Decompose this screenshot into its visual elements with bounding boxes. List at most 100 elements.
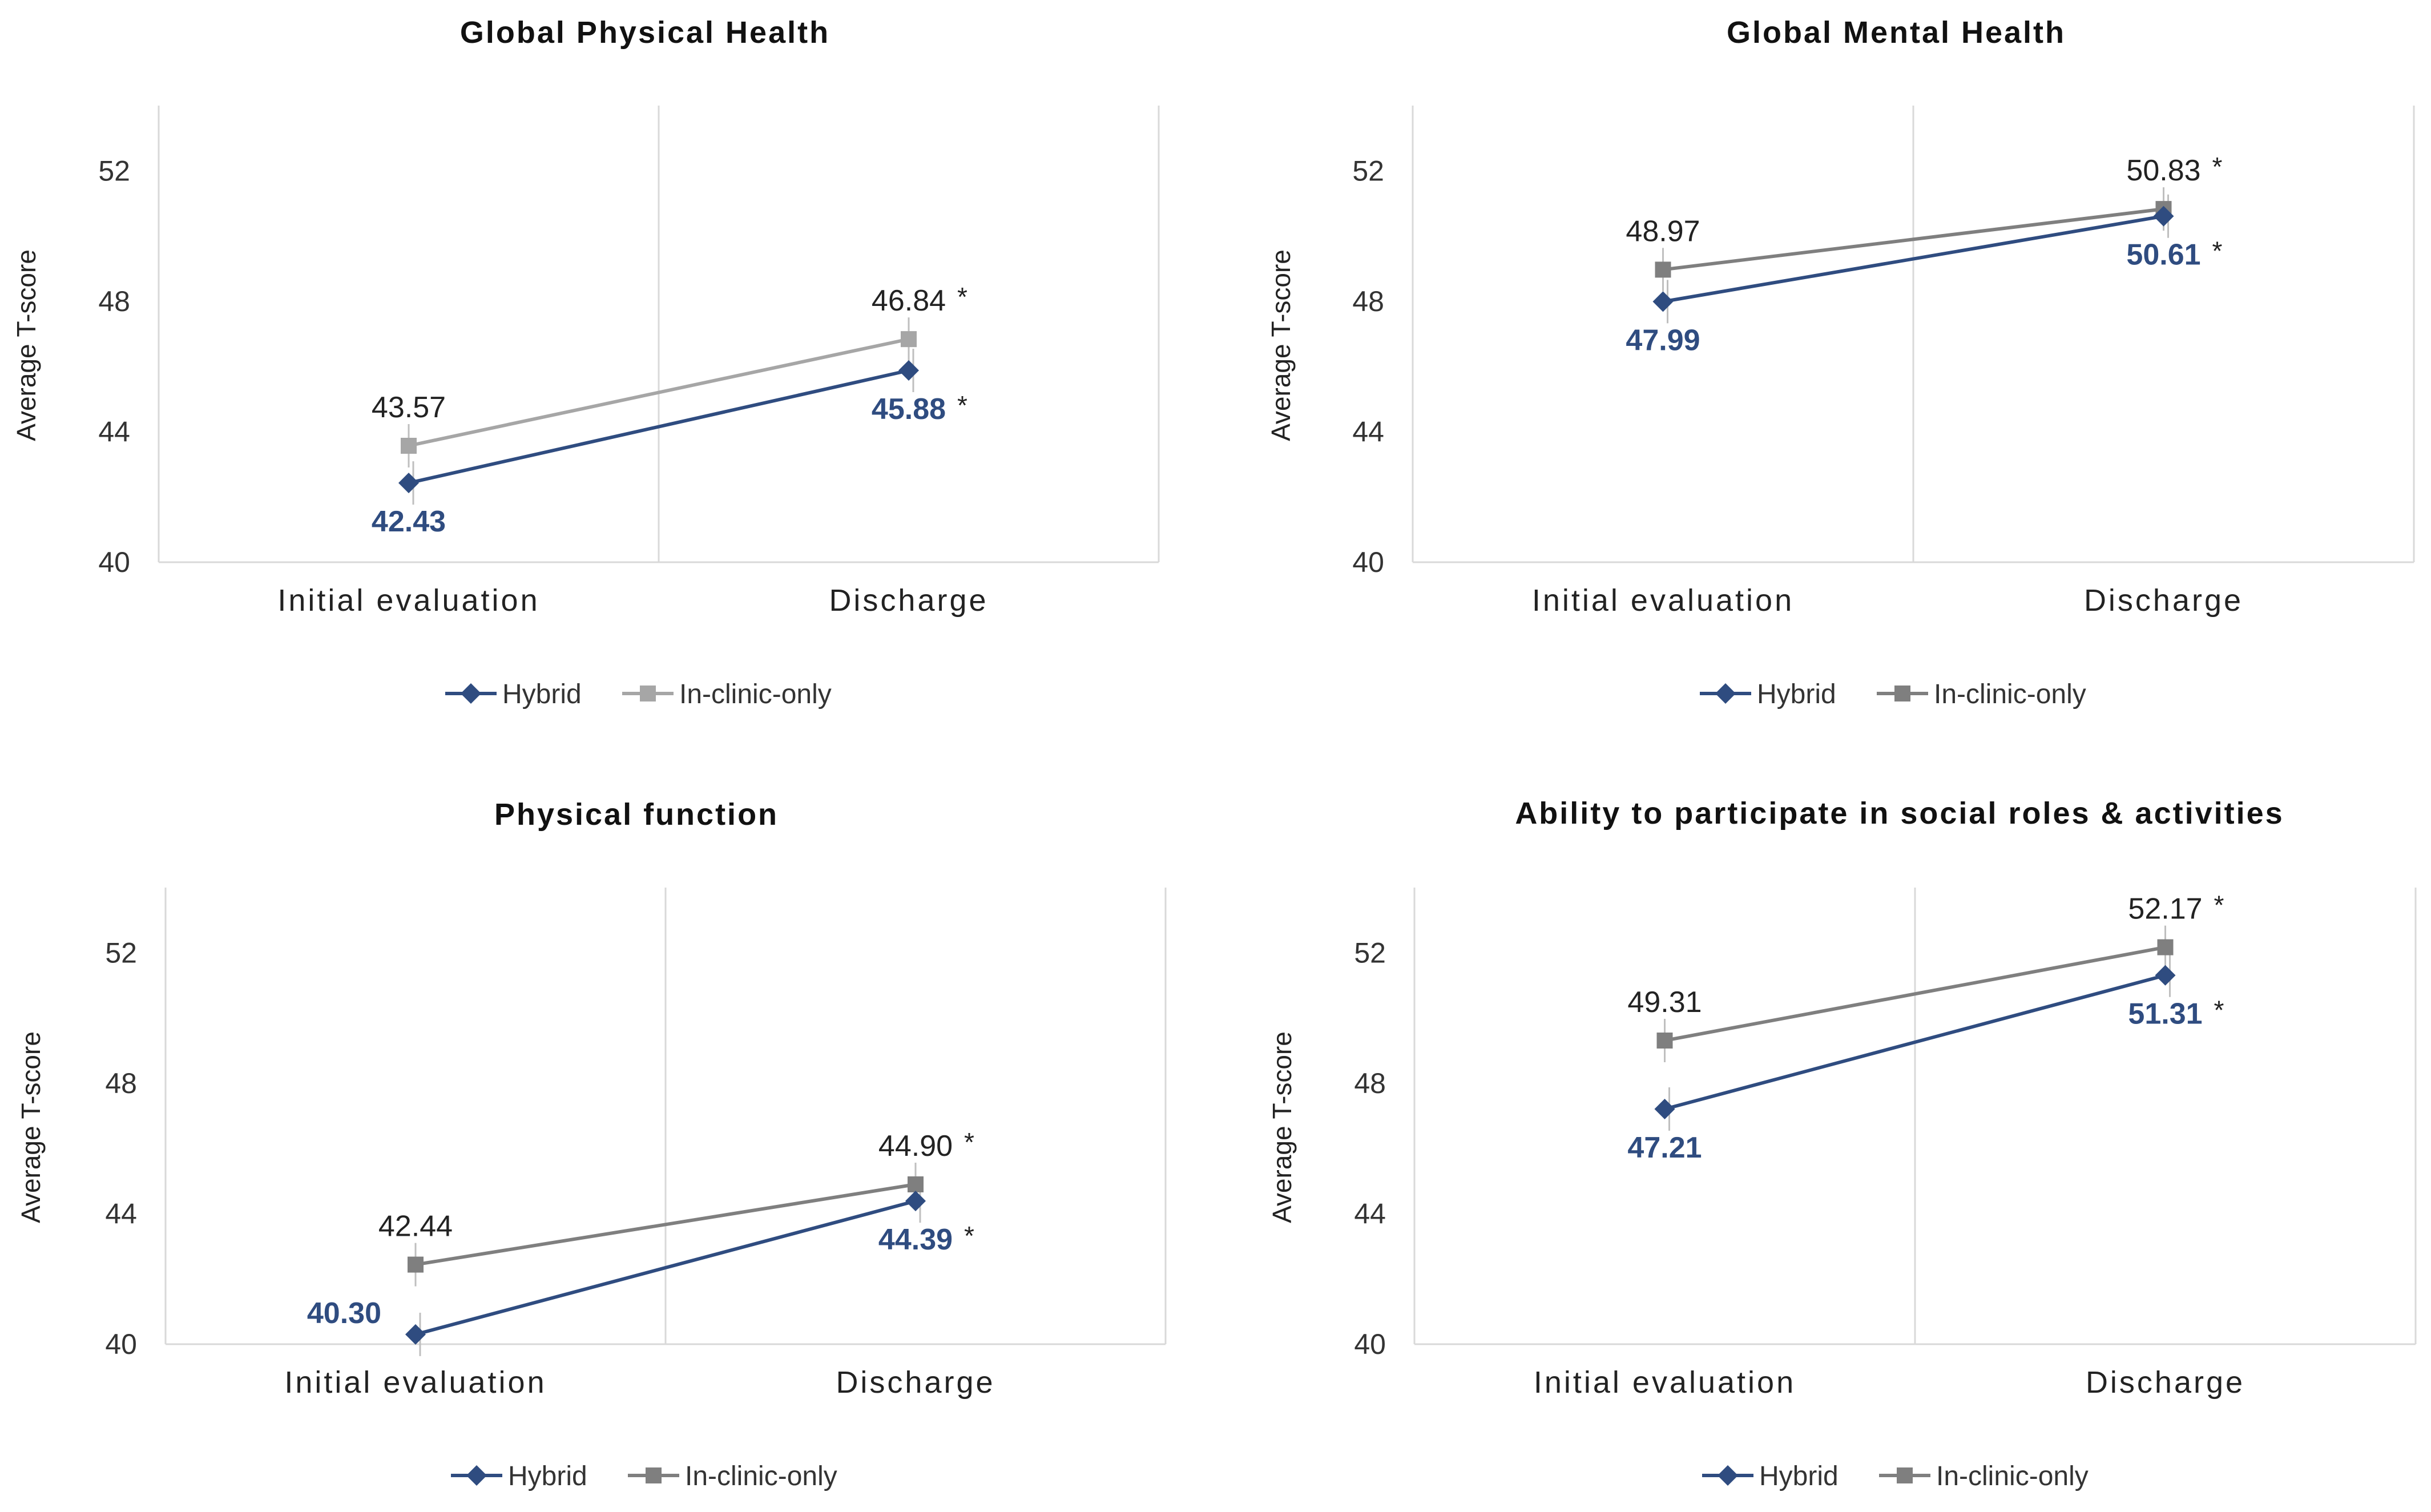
legend: Hybrid In-clinic-only xyxy=(1702,1461,2089,1491)
x-category-label: Initial evaluation xyxy=(277,583,539,618)
significance-star: * xyxy=(957,282,967,312)
series-line-hybrid xyxy=(408,369,909,485)
point-in-clinic xyxy=(901,331,917,348)
legend-label-in-clinic: In-clinic-only xyxy=(1936,1461,2089,1491)
legend-label-in-clinic: In-clinic-only xyxy=(679,679,832,709)
x-category-label: Discharge xyxy=(2086,1365,2245,1400)
y-tick-label: 52 xyxy=(105,937,137,969)
point-hybrid xyxy=(398,473,419,494)
x-category-label: Initial evaluation xyxy=(1534,1365,1796,1400)
y-tick-label: 40 xyxy=(98,546,130,578)
y-tick-label: 48 xyxy=(98,285,130,317)
point-hybrid xyxy=(405,1324,426,1345)
legend-marker-in-clinic xyxy=(646,1467,662,1483)
legend-marker-in-clinic xyxy=(1897,1467,1913,1483)
y-tick-label: 44 xyxy=(105,1197,137,1229)
point-in-clinic xyxy=(408,1256,424,1273)
series-line-in-clinic xyxy=(408,337,909,447)
chart-panel-3: Physical function Average T-score 40 44 48 52… xyxy=(16,797,1167,1491)
x-category-label: Discharge xyxy=(829,583,988,618)
x-category-label: Initial evaluation xyxy=(1532,583,1794,618)
data-label-hybrid: 51.31 xyxy=(2128,998,2202,1031)
point-hybrid xyxy=(905,1191,926,1212)
point-in-clinic xyxy=(2157,939,2174,955)
y-tick-label: 40 xyxy=(1352,546,1384,578)
significance-star: * xyxy=(964,1221,974,1251)
data-label-in-clinic: 42.44 xyxy=(378,1210,453,1243)
x-category-label: Discharge xyxy=(2084,583,2243,618)
chart-panel-2: Global Mental Health Average T-score 40 44 4… xyxy=(1266,15,2415,709)
legend-marker-hybrid xyxy=(1718,1465,1738,1486)
legend-label-hybrid: Hybrid xyxy=(502,679,582,709)
legend-marker-hybrid xyxy=(1715,683,1736,704)
point-hybrid xyxy=(2153,205,2174,227)
point-in-clinic xyxy=(1655,261,1671,278)
y-axis-label: Average T-score xyxy=(11,249,41,441)
data-label-hybrid: 47.99 xyxy=(1626,324,1700,357)
y-tick-label: 48 xyxy=(1352,285,1384,317)
point-hybrid xyxy=(898,360,919,381)
legend-marker-in-clinic xyxy=(640,686,656,701)
data-label-in-clinic: 52.17 xyxy=(2128,893,2202,926)
series-line-in-clinic xyxy=(1663,207,2164,272)
series-line-hybrid xyxy=(1664,973,2166,1111)
data-label-hybrid: 42.43 xyxy=(372,505,446,538)
y-tick-label: 52 xyxy=(1352,155,1384,187)
point-hybrid xyxy=(1652,291,1674,312)
legend-label-hybrid: Hybrid xyxy=(1757,679,1836,709)
legend-label-in-clinic: In-clinic-only xyxy=(1934,679,2086,709)
x-category-label: Discharge xyxy=(836,1365,995,1400)
y-axis-label: Average T-score xyxy=(1267,1031,1297,1223)
data-label-hybrid: 47.21 xyxy=(1627,1131,1702,1164)
data-label-hybrid: 50.61 xyxy=(2126,239,2200,272)
chart-title: Global Mental Health xyxy=(1727,15,2066,50)
significance-star: * xyxy=(2212,152,2223,182)
y-axis-label: Average T-score xyxy=(16,1031,46,1223)
y-tick-label: 40 xyxy=(1354,1328,1386,1360)
y-tick-label: 40 xyxy=(105,1328,137,1360)
data-label-hybrid: 40.30 xyxy=(307,1297,381,1330)
legend-label-in-clinic: In-clinic-only xyxy=(685,1461,837,1491)
significance-star: * xyxy=(2212,236,2223,266)
y-tick-label: 44 xyxy=(98,416,130,447)
data-label-in-clinic: 50.83 xyxy=(2126,154,2200,187)
point-in-clinic xyxy=(401,438,417,454)
y-axis-label: Average T-score xyxy=(1266,249,1296,441)
data-label-hybrid: 45.88 xyxy=(872,393,946,426)
point-in-clinic xyxy=(1656,1033,1673,1049)
significance-star: * xyxy=(2214,995,2224,1025)
data-label-in-clinic: 48.97 xyxy=(1626,215,1700,248)
chart-title: Global Physical Health xyxy=(460,15,830,50)
chart-title: Ability to participate in social roles &… xyxy=(1515,796,2284,830)
legend: Hybrid In-clinic-only xyxy=(451,1461,837,1491)
series-line-in-clinic xyxy=(1664,945,2166,1042)
series-line-in-clinic xyxy=(415,1183,916,1267)
x-category-label: Initial evaluation xyxy=(284,1365,546,1400)
chart-title: Physical function xyxy=(494,797,779,832)
y-tick-label: 44 xyxy=(1352,416,1384,447)
legend-label-hybrid: Hybrid xyxy=(1759,1461,1839,1491)
legend-label-hybrid: Hybrid xyxy=(508,1461,587,1491)
legend-marker-hybrid xyxy=(461,683,481,704)
data-label-in-clinic: 49.31 xyxy=(1627,986,1702,1019)
y-tick-label: 52 xyxy=(98,155,130,187)
data-label-in-clinic: 46.84 xyxy=(872,284,946,317)
legend-marker-in-clinic xyxy=(1894,686,1910,701)
point-hybrid xyxy=(2155,965,2176,986)
chart-panel-4: Ability to participate in social roles &… xyxy=(1267,796,2417,1491)
legend: Hybrid In-clinic-only xyxy=(445,679,832,709)
y-tick-label: 52 xyxy=(1354,937,1386,969)
series-line-hybrid xyxy=(1662,214,2164,304)
series-line-hybrid xyxy=(415,1199,916,1336)
chart-panel-1: Global Physical Health Average T-score 40 4… xyxy=(11,15,1160,709)
legend-marker-hybrid xyxy=(466,1465,487,1486)
legend: Hybrid In-clinic-only xyxy=(1700,679,2086,709)
significance-star: * xyxy=(957,390,967,420)
data-label-hybrid: 44.39 xyxy=(878,1223,953,1256)
y-tick-label: 44 xyxy=(1354,1197,1386,1229)
data-label-in-clinic: 44.90 xyxy=(878,1130,953,1163)
y-tick-label: 48 xyxy=(1354,1067,1386,1099)
significance-star: * xyxy=(2214,890,2224,920)
data-label-in-clinic: 43.57 xyxy=(372,391,446,424)
